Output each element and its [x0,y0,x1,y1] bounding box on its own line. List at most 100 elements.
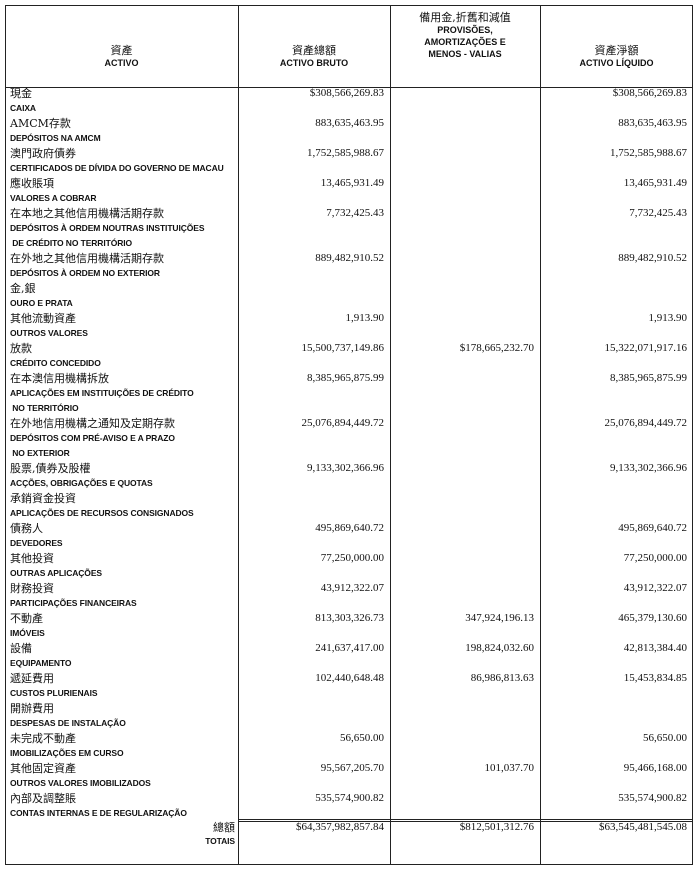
column-rule [540,5,541,865]
amount: 1,752,585,988.67 [610,147,687,159]
row-label-pt: DEPÓSITOS COM PRÉ-AVISO E A PRAZO [10,433,175,443]
row-label-zh: 金,銀 [10,282,36,295]
row-label-zh: 澳門政府債券 [10,147,76,160]
amount: 8,385,965,875.99 [610,372,687,384]
amount: 95,466,168.00 [623,762,687,774]
amount: 42,813,384.40 [623,642,687,654]
amount: 535,574,900.82 [618,792,687,804]
row-label-zh: 設備 [10,642,32,655]
amount: 13,465,931.49 [623,177,687,189]
amount: 13,465,931.49 [320,177,384,189]
total-amount: $812,501,312.76 [459,821,534,833]
totals-label-zh: 總額 [213,821,235,834]
amount: 889,482,910.52 [618,252,687,264]
header-label: PROVISÕES, [437,25,493,35]
row-label-pt: DEPÓSITOS À ORDEM NOUTRAS INSTITUIÇÕES [10,223,205,233]
row-label-zh: 股票,債券及股權 [10,462,91,475]
row-label-zh: 在本澳信用機構拆放 [10,372,109,385]
amount: 883,635,463.95 [618,117,687,129]
amount: 1,752,585,988.67 [307,147,384,159]
row-label-zh: 其他流動資產 [10,312,76,325]
column-rule [390,5,391,865]
amount: 102,440,648.48 [315,672,384,684]
row-label-pt: NO EXTERIOR [10,448,70,458]
amount: $308,566,269.83 [612,87,687,99]
row-label-pt: OUTRAS APLICAÇÕES [10,568,102,578]
amount: 43,912,322.07 [623,582,687,594]
row-label-zh: 未完成不動產 [10,732,76,745]
row-label-zh: 應收賬項 [10,177,54,190]
row-label-zh: 其他固定資產 [10,762,76,775]
header-label: ACTIVO LÍQUIDO [579,58,654,68]
amount: 241,637,417.00 [315,642,384,654]
row-label-zh: 遞延費用 [10,672,54,685]
amount: 889,482,910.52 [315,252,384,264]
row-label-pt: DEVEDORES [10,538,63,548]
amount: 8,385,965,875.99 [307,372,384,384]
row-label-zh: 在本地之其他信用機構活期存款 [10,207,164,220]
amount: 198,824,032.60 [465,642,534,654]
row-label-zh: 開辦費用 [10,702,54,715]
total-amount: $64,357,982,857.84 [296,821,384,833]
row-label-zh: 內部及調整賬 [10,792,76,805]
row-label-pt: IMÓVEIS [10,628,45,638]
header-label: AMORTIZAÇÕES E [424,37,506,47]
row-label-zh: 在外地之其他信用機構活期存款 [10,252,164,265]
amount: 347,924,196.13 [465,612,534,624]
totals-rule [238,819,693,820]
amount: 15,500,737,149.86 [301,342,385,354]
column-rule [238,5,239,865]
amount: $178,665,232.70 [459,342,534,354]
row-label-pt: PARTICIPAÇÕES FINANCEIRAS [10,598,137,608]
header-label: 資產總額 [292,44,336,57]
row-label-pt: CONTAS INTERNAS E DE REGULARIZAÇÃO [10,808,187,818]
header-label: MENOS - VALIAS [428,49,502,59]
amount: 7,732,425.43 [326,207,384,219]
amount: 77,250,000.00 [623,552,687,564]
amount: 495,869,640.72 [315,522,384,534]
amount: 883,635,463.95 [315,117,384,129]
amount: 95,567,205.70 [320,762,384,774]
amount: 1,913.90 [345,312,385,324]
row-label-pt: OUTROS VALORES [10,328,88,338]
header-label: 資產 [110,44,133,57]
amount: 56,650.00 [643,732,687,744]
row-label-zh: 其他投資 [10,552,54,565]
row-label-pt: APLICAÇÕES EM INSTITUIÇÕES DE CRÉDITO [10,388,194,398]
row-label-zh: 財務投資 [10,582,54,595]
amount: $308,566,269.83 [309,87,384,99]
header-label: 備用金,折舊和減值 [419,11,511,24]
table-frame [5,5,693,865]
row-label-pt: OURO E PRATA [10,298,73,308]
amount: 15,322,071,917.16 [604,342,688,354]
row-label-zh: 現金 [10,87,32,100]
row-label-pt: IMOBILIZAÇÕES EM CURSO [10,748,124,758]
amount: 25,076,894,449.72 [301,417,385,429]
amount: 101,037.70 [484,762,535,774]
amount: 1,913.90 [648,312,688,324]
total-amount: $63,545,481,545.08 [599,821,687,833]
amount: 86,986,813.63 [470,672,534,684]
row-label-zh: 債務人 [10,522,43,535]
amount: 465,379,130.60 [618,612,687,624]
amount: 25,076,894,449.72 [604,417,688,429]
row-label-pt: OUTROS VALORES IMOBILIZADOS [10,778,151,788]
row-label-zh: 在外地信用機構之通知及定期存款 [10,417,175,430]
row-label-pt: ACÇÕES, OBRIGAÇÕES E QUOTAS [10,478,153,488]
row-label-pt: CUSTOS PLURIENAIS [10,688,98,698]
row-label-pt: DEPÓSITOS À ORDEM NO EXTERIOR [10,268,160,278]
row-label-pt: CRÉDITO CONCEDIDO [10,358,101,368]
amount: 9,133,302,366.96 [610,462,687,474]
row-label-pt: VALORES A COBRAR [10,193,97,203]
header-label: ACTIVO [104,58,139,68]
amount: 56,650.00 [340,732,384,744]
amount: 813,303,326.73 [315,612,384,624]
row-label-pt: APLICAÇÕES DE RECURSOS CONSIGNADOS [10,508,194,518]
row-label-pt: NO TERRITÓRIO [10,403,79,413]
row-label-pt: CERTIFICADOS DE DÍVIDA DO GOVERNO DE MAC… [10,163,224,173]
row-label-pt: CAIXA [10,103,36,113]
header-rule [5,87,693,88]
header-label: ACTIVO BRUTO [279,58,349,68]
header-label: 資產淨額 [594,44,639,57]
